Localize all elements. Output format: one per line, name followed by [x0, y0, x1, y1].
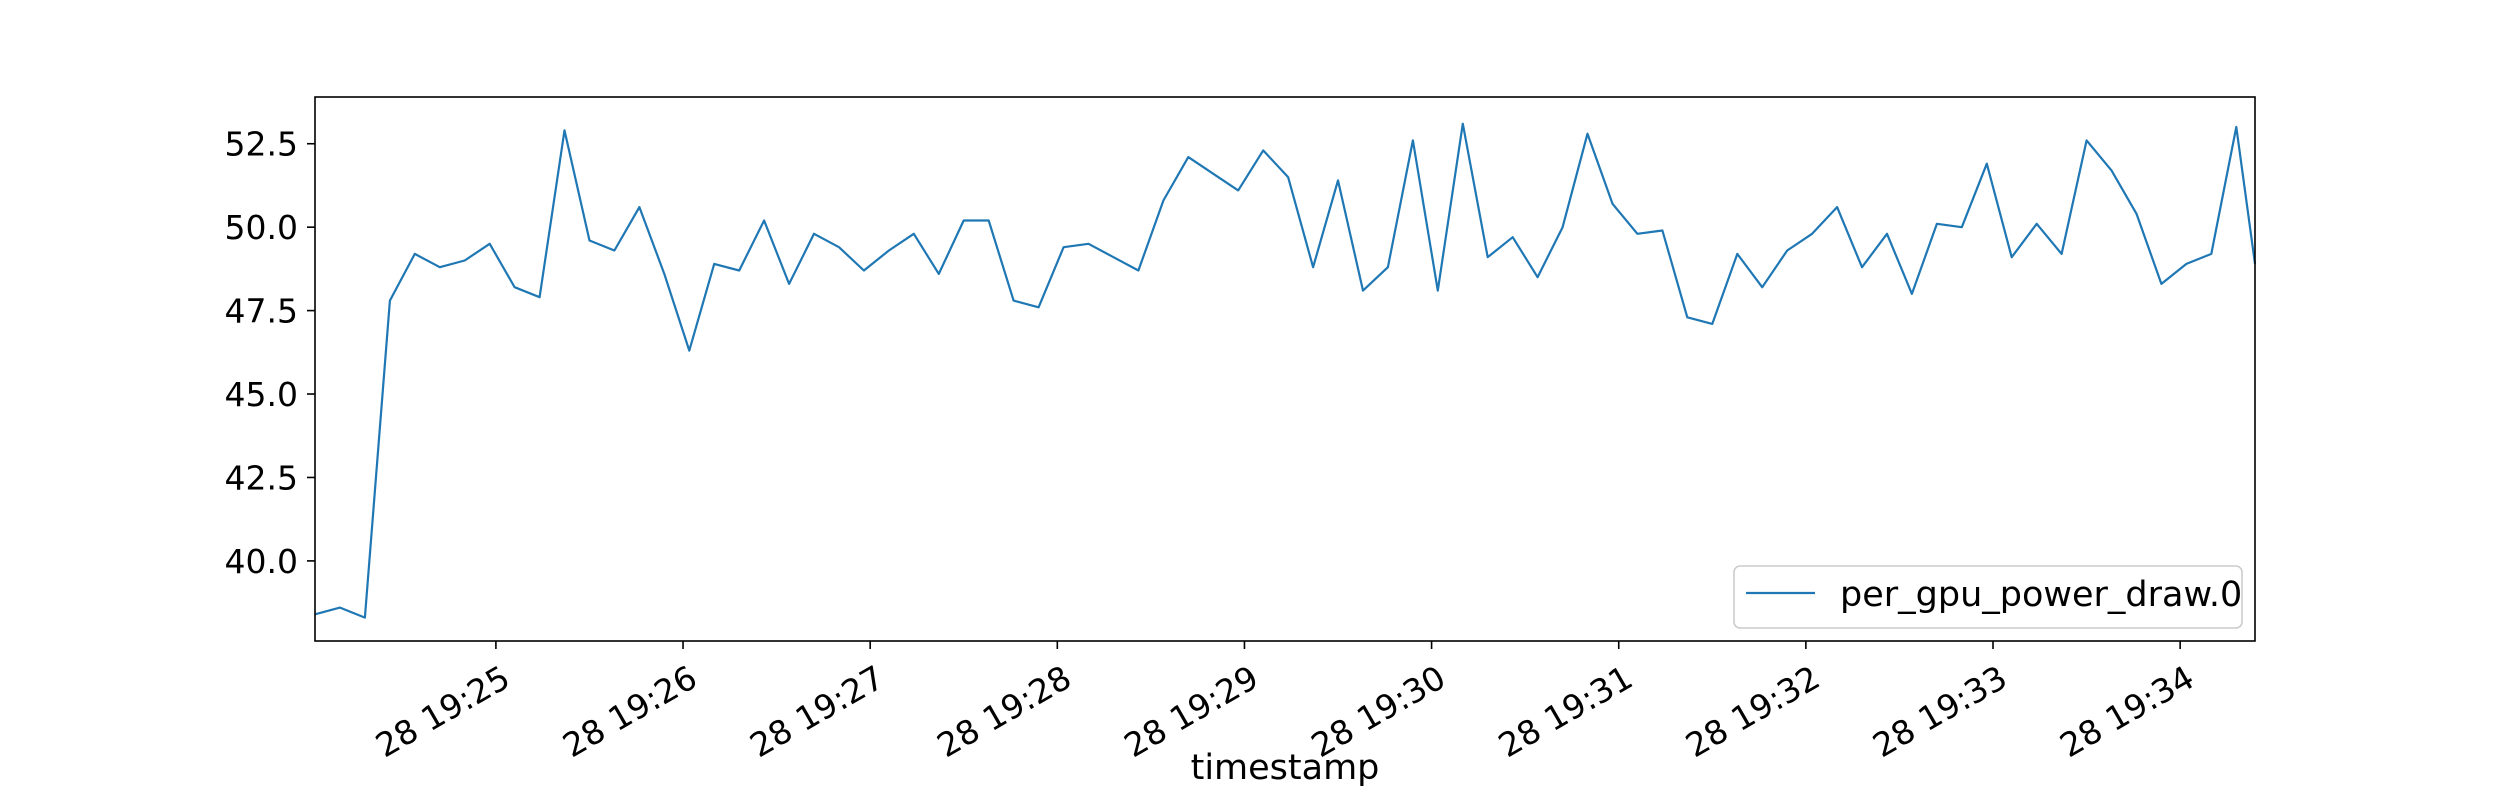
- y-tick-label: 45.0: [225, 375, 298, 414]
- legend-box: [1733, 565, 2243, 629]
- y-tick-label: 50.0: [225, 208, 298, 247]
- legend: per_gpu_power_draw.0: [1733, 565, 2243, 629]
- y-tick-label: 47.5: [225, 292, 298, 331]
- series-layer: [314, 122, 2257, 619]
- y-tick-label: 40.0: [225, 542, 298, 581]
- legend-label: per_gpu_power_draw.0: [1840, 575, 2242, 615]
- y-tick-label: 52.5: [225, 125, 298, 164]
- series-line: [314, 122, 2257, 619]
- x-axis-title: timestamp: [1191, 748, 1380, 788]
- plot-frame: [314, 96, 2256, 642]
- y-axis: 40.0 42.5 45.0 47.5 50.0 52.5: [225, 125, 315, 581]
- plot-area: [315, 97, 2255, 641]
- y-tick-label: 42.5: [225, 458, 298, 497]
